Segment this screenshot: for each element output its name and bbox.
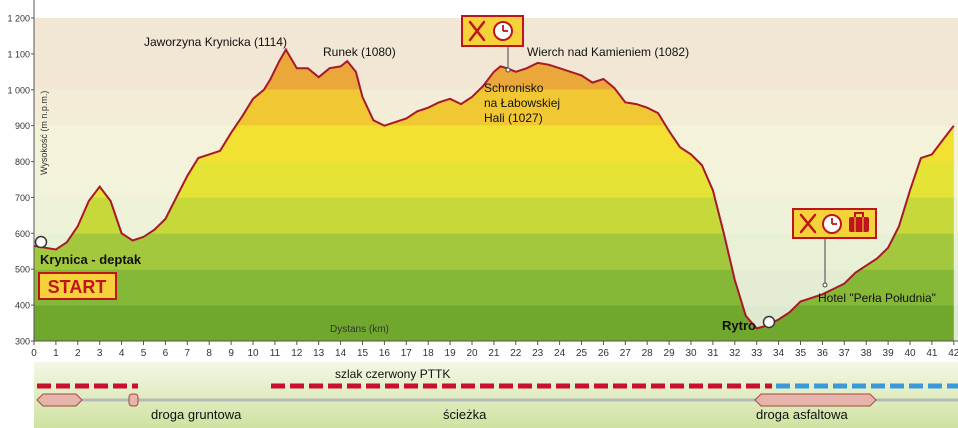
profile-line [33, 47, 955, 330]
road-marker-asphalt [36, 393, 83, 407]
suitcase-icon [849, 212, 869, 232]
label-rytro: Rytro [722, 318, 756, 333]
x-tick-label: 17 [401, 348, 413, 359]
x-tick-label: 12 [291, 348, 303, 359]
y-tick-label: 600 [15, 229, 30, 239]
x-tick-label: 18 [423, 348, 435, 359]
x-tick-label: 31 [707, 348, 719, 359]
road-marker-asphalt [128, 393, 139, 407]
fork-knife-icon [468, 20, 486, 42]
x-tick-label: 11 [270, 348, 281, 359]
x-tick-label: 23 [532, 348, 544, 359]
x-tick-label: 9 [228, 348, 234, 359]
x-axis-ticks: 0 1 2 3 4 5 6 7 8 9 10 11 12 13 14 15 16 17 18 19 20 21 22 23 24… [31, 341, 958, 359]
x-tick-label: 24 [554, 348, 566, 359]
y-tick-label: 300 [15, 337, 30, 347]
x-tick-label: 2 [75, 348, 81, 359]
band-fill [34, 305, 954, 341]
y-axis-label: Wysokość (m n.p.m.) [39, 91, 49, 175]
x-tick-label: 30 [685, 348, 697, 359]
x-tick-label: 38 [861, 348, 873, 359]
x-tick-label: 26 [598, 348, 610, 359]
y-tick-label: 700 [15, 193, 30, 203]
road-marker-asphalt [754, 393, 877, 407]
x-tick-label: 4 [119, 348, 125, 359]
x-tick-label: 33 [751, 348, 763, 359]
start-label: START [48, 277, 107, 297]
x-tick-label: 34 [773, 348, 785, 359]
label-jaworzyna: Jaworzyna Krynicka (1114) [144, 35, 287, 49]
x-tick-label: 1 [53, 348, 59, 359]
shelter-icon-box [461, 15, 524, 47]
rytro-point-marker [762, 315, 776, 329]
y-tick-label: 500 [15, 265, 30, 275]
x-tick-label: 39 [883, 348, 895, 359]
y-tick-label: 1 000 [7, 85, 30, 95]
x-tick-label: 20 [466, 348, 478, 359]
x-tick-label: 6 [163, 348, 169, 359]
x-tick-label: 42 [948, 348, 958, 359]
start-point-marker [34, 235, 48, 249]
x-tick-label: 21 [488, 348, 500, 359]
x-tick-label: 8 [206, 348, 212, 359]
x-tick-label: 27 [620, 348, 632, 359]
legend-road-dirt: droga gruntowa [151, 407, 242, 422]
x-tick-label: 0 [31, 348, 37, 359]
fork-knife-icon [799, 213, 817, 234]
x-tick-label: 29 [664, 348, 676, 359]
x-tick-label: 10 [247, 348, 259, 359]
x-tick-label: 5 [141, 348, 147, 359]
y-tick-label: 1 200 [7, 14, 30, 24]
x-tick-label: 32 [729, 348, 741, 359]
start-badge: START [38, 272, 117, 300]
y-tick-label: 800 [15, 157, 30, 167]
legend-trail-label: szlak czerwony PTTK [335, 367, 450, 381]
label-krynica: Krynica - deptak [40, 252, 142, 267]
y-tick-label: 400 [15, 301, 30, 311]
x-tick-label: 41 [926, 348, 938, 359]
x-tick-label: 16 [379, 348, 391, 359]
label-schronisko-3: Hali (1027) [484, 111, 543, 125]
label-hotel: Hotel "Perła Południa" [818, 291, 936, 305]
trail-legend: szlak czerwony PTTK droga gruntowa ścież… [34, 362, 958, 428]
label-schronisko-1: Schronisko [484, 81, 544, 95]
hotel-icon-box [792, 208, 877, 239]
x-tick-label: 14 [335, 348, 347, 359]
hotel-marker [822, 282, 828, 288]
label-wierch: Wierch nad Kamieniem (1082) [527, 45, 689, 59]
x-tick-label: 35 [795, 348, 807, 359]
x-tick-label: 7 [185, 348, 191, 359]
y-tick-label: 900 [15, 121, 30, 131]
x-tick-label: 37 [839, 348, 851, 359]
legend-path: ścieżka [443, 407, 487, 422]
x-tick-label: 22 [510, 348, 522, 359]
x-tick-label: 19 [445, 348, 457, 359]
x-tick-label: 28 [642, 348, 654, 359]
x-tick-label: 36 [817, 348, 829, 359]
y-tick-label: 1 100 [7, 49, 30, 59]
label-runek: Runek (1080) [323, 45, 396, 59]
shelter-marker [505, 67, 511, 73]
x-axis-label: Dystans (km) [330, 324, 389, 335]
legend-road-asphalt: droga asfaltowa [756, 407, 849, 422]
y-axis-ticks: 1 200 1 100 1 000 900 800 700 600 500 400 300 [7, 14, 34, 347]
label-schronisko-2: na Łabowskiej [484, 96, 560, 110]
x-tick-label: 3 [97, 348, 103, 359]
x-tick-label: 13 [313, 348, 325, 359]
clock-icon [493, 21, 513, 41]
x-tick-label: 25 [576, 348, 588, 359]
x-tick-label: 15 [357, 348, 369, 359]
clock-icon [822, 214, 842, 234]
x-tick-label: 40 [904, 348, 916, 359]
